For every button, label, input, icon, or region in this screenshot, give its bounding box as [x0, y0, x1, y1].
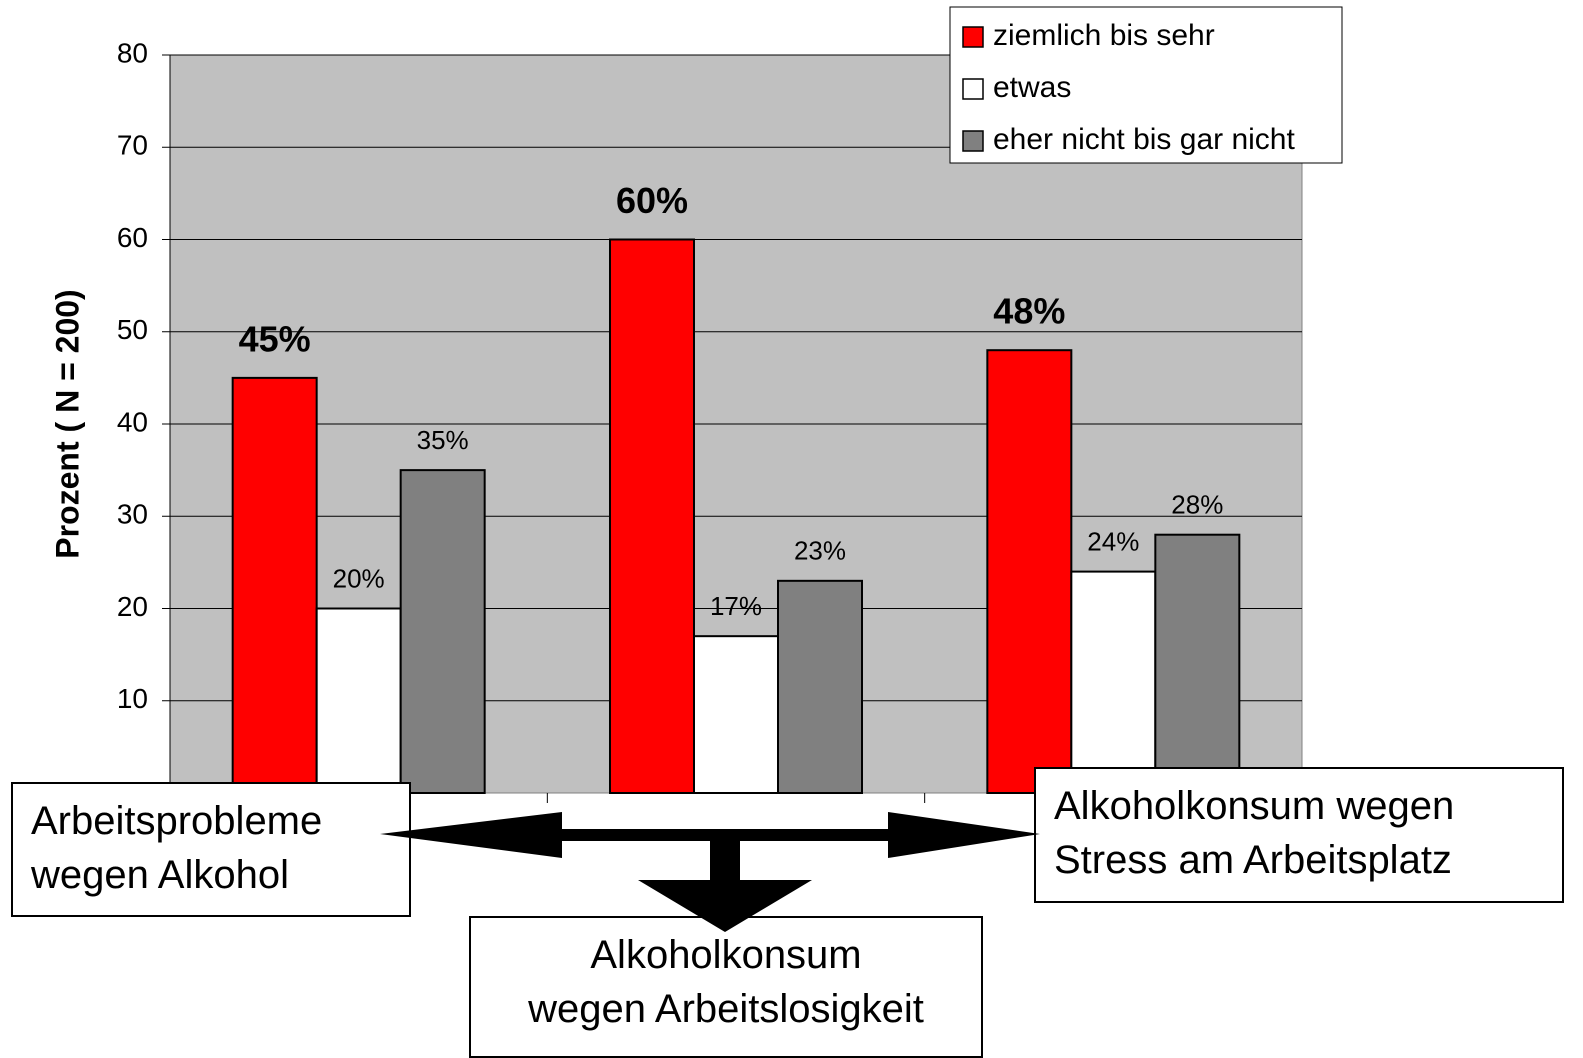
bar — [1154, 533, 1241, 794]
bar — [986, 349, 1073, 794]
bar — [1070, 570, 1157, 794]
bar — [693, 635, 779, 794]
legend-swatch — [962, 78, 984, 100]
bar — [315, 607, 402, 794]
legend-label: ziemlich bis sehr — [993, 19, 1215, 52]
y-tick-label: 10 — [117, 683, 148, 714]
data-label: 23% — [794, 536, 846, 566]
data-label: 60% — [616, 180, 688, 221]
bar — [399, 469, 486, 794]
y-tick-label: 60 — [117, 222, 148, 253]
data-label: 17% — [710, 591, 762, 621]
category-box: Arbeitsprobleme wegen Alkohol — [11, 782, 411, 917]
y-tick-label: 70 — [117, 130, 148, 161]
legend-label: eher nicht bis gar nicht — [993, 123, 1295, 156]
y-tick-label: 80 — [117, 37, 148, 68]
legend-swatch — [962, 26, 984, 48]
category-box: Alkoholkonsum wegen Stress am Arbeitspla… — [1034, 767, 1564, 903]
bar — [231, 376, 318, 794]
y-tick-label: 40 — [117, 406, 148, 437]
data-label: 28% — [1171, 490, 1223, 520]
category-box: Alkoholkonsum wegen Arbeitslosigkeit — [469, 916, 983, 1058]
y-tick-label: 20 — [117, 591, 148, 622]
bar — [609, 238, 695, 794]
y-tick-label: 30 — [117, 499, 148, 530]
legend-swatch — [962, 130, 984, 152]
y-tick-label: 50 — [117, 314, 148, 345]
data-label: 45% — [239, 318, 311, 359]
y-axis-title: Prozent ( N = 200) — [49, 289, 85, 558]
bar — [777, 579, 863, 795]
legend-label: etwas — [993, 71, 1071, 104]
legend — [949, 6, 1343, 164]
data-label: 24% — [1087, 526, 1139, 556]
data-label: 20% — [333, 563, 385, 593]
data-label: 48% — [993, 291, 1065, 332]
data-label: 35% — [417, 425, 469, 455]
